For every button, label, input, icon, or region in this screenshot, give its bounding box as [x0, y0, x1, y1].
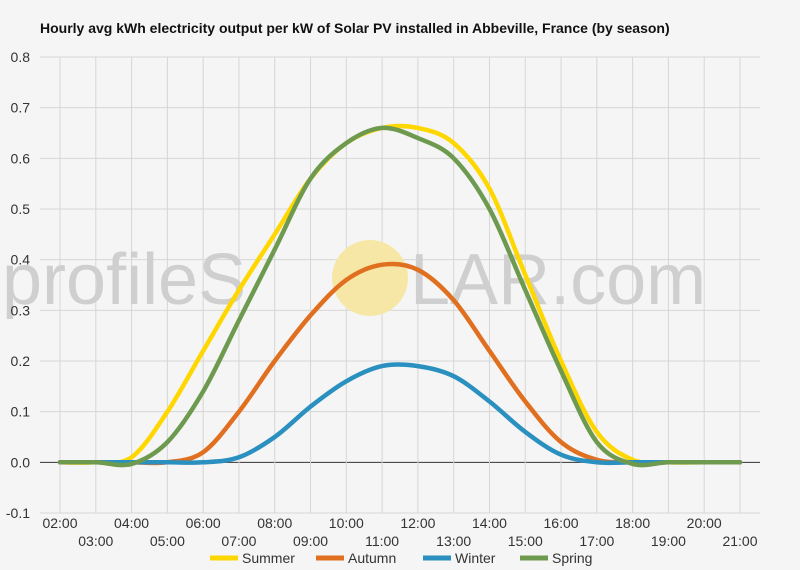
legend: Summer Autumn Winter Spring [210, 550, 592, 566]
legend-label-summer: Summer [242, 550, 295, 566]
legend-label-winter: Winter [455, 550, 496, 566]
x-tick-label: 19:00 [651, 533, 686, 549]
x-tick-label: 05:00 [150, 533, 185, 549]
x-tick-label: 17:00 [579, 533, 614, 549]
x-tick-label: 15:00 [508, 533, 543, 549]
x-tick-label: 20:00 [687, 515, 722, 531]
x-tick-label: 18:00 [615, 515, 650, 531]
y-tick-label: 0.2 [11, 353, 31, 369]
x-tick-label: 09:00 [293, 533, 328, 549]
x-tick-label: 08:00 [257, 515, 292, 531]
x-tick-label: 14:00 [472, 515, 507, 531]
y-tick-label: 0.1 [11, 404, 31, 420]
watermark: profileS LAR.com [2, 240, 706, 320]
y-tick-label: 0.0 [11, 454, 31, 470]
x-tick-label: 13:00 [436, 533, 471, 549]
grid [40, 56, 760, 514]
x-tick-label: 11:00 [365, 533, 399, 549]
watermark-sun-icon [332, 240, 408, 316]
x-tick-label: 07:00 [221, 533, 256, 549]
legend-label-spring: Spring [552, 550, 592, 566]
watermark-text-right: LAR.com [410, 240, 706, 320]
y-tick-label: -0.1 [6, 505, 30, 521]
y-tick-label: 0.4 [11, 252, 31, 268]
series-line-spring [57, 125, 743, 468]
x-tick-label: 12:00 [400, 515, 435, 531]
series-lines [57, 123, 743, 468]
series-line-summer [57, 123, 743, 466]
x-tick-label: 21:00 [722, 533, 757, 549]
x-tick-label: 10:00 [329, 515, 364, 531]
watermark-text-left: profileS [2, 240, 246, 320]
y-tick-label: 0.3 [11, 302, 31, 318]
y-tick-label: 0.7 [11, 100, 31, 116]
y-tick-label: 0.6 [11, 150, 31, 166]
x-tick-label: 02:00 [42, 515, 77, 531]
x-tick-label: 06:00 [186, 515, 221, 531]
x-tick-label: 04:00 [114, 515, 149, 531]
y-tick-label: 0.8 [11, 49, 31, 65]
y-axis: -0.1 0.0 0.1 0.2 0.3 0.4 0.5 0.6 0.7 0.8 [6, 49, 30, 521]
chart-title: Hourly avg kWh electricity output per kW… [40, 20, 670, 36]
legend-label-autumn: Autumn [348, 550, 396, 566]
x-axis: 02:0003:0004:0005:0006:0007:0008:0009:00… [42, 515, 757, 549]
x-tick-label: 03:00 [78, 533, 113, 549]
y-tick-label: 0.5 [11, 201, 31, 217]
x-tick-label: 16:00 [544, 515, 579, 531]
